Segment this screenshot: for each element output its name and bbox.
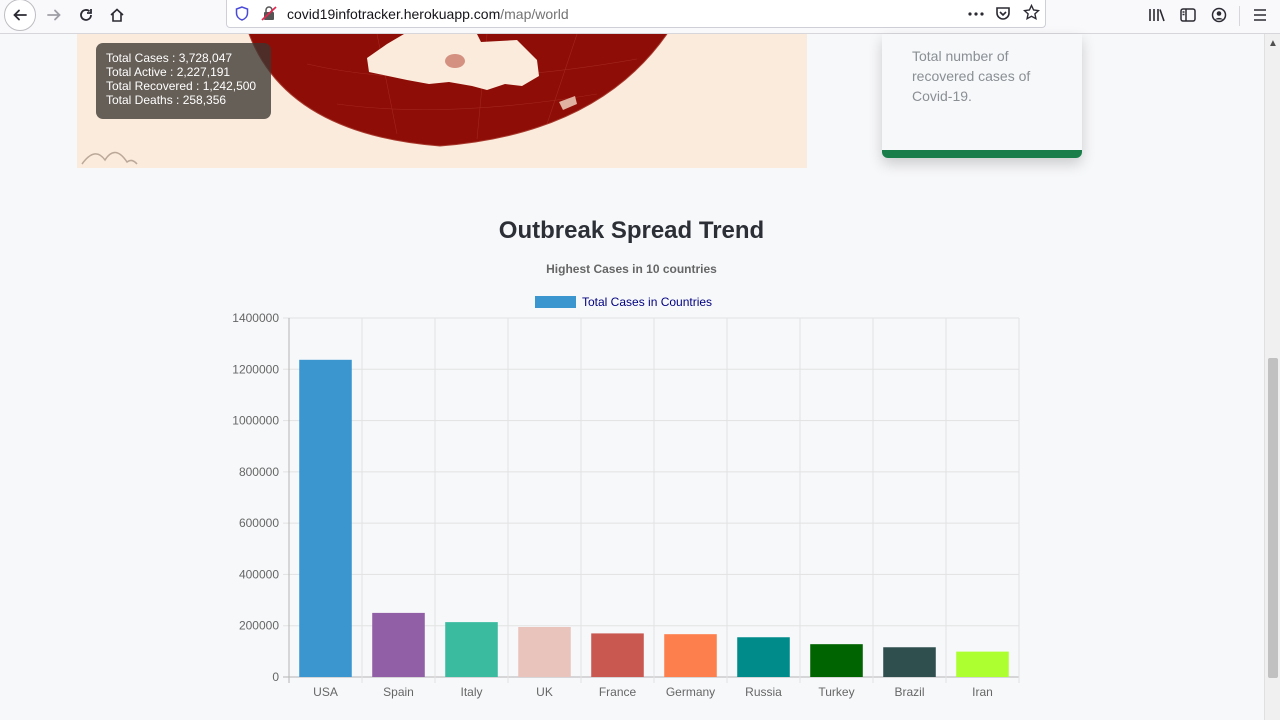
reload-button[interactable] [72,0,100,30]
bar-turkey[interactable] [810,644,863,677]
bar-russia[interactable] [737,637,790,677]
y-tick-label: 400000 [239,567,279,581]
bar-france[interactable] [591,633,644,677]
page-scrollbar[interactable]: ▲ [1264,34,1280,720]
bar-brazil[interactable] [883,647,936,677]
library-icon [1149,9,1165,22]
x-tick-label: Spain [383,685,414,699]
y-tick-label: 0 [272,670,279,684]
chart-title: Outbreak Spread Trend [498,217,765,244]
chart-legend[interactable]: Total Cases in Countries [535,294,712,310]
x-tick-label: Brazil [894,685,924,699]
globe-map[interactable] [77,34,807,168]
world-map-panel[interactable]: Total Cases : 3,728,047 Total Active : 2… [77,34,807,168]
y-tick-label: 1200000 [232,362,279,376]
y-tick-label: 600000 [239,516,279,530]
tooltip-total-active: Total Active : 2,227,191 [106,65,231,79]
home-button[interactable] [103,0,131,30]
arrow-right-icon [47,9,61,21]
bar-germany[interactable] [664,634,717,677]
insecure-lock-icon[interactable] [261,6,277,21]
reload-icon [80,9,92,21]
y-tick-label: 1400000 [232,311,279,325]
bar-spain[interactable] [372,612,425,677]
library-button[interactable] [1144,0,1170,30]
url-text[interactable]: covid19infotracker.herokuapp.com/map/wor… [287,6,569,22]
home-icon [110,8,124,22]
toolbar-divider [1239,6,1240,26]
url-path: /map/world [500,6,569,22]
y-tick-label: 200000 [239,619,279,633]
bar-italy[interactable] [445,622,498,677]
account-button[interactable] [1206,0,1232,30]
pocket-icon[interactable] [995,5,1011,21]
x-tick-label: USA [313,685,338,699]
map-tooltip: Total Cases : 3,728,047 Total Active : 2… [96,43,271,119]
x-tick-label: UK [536,685,553,699]
legend-swatch [535,296,576,308]
back-button[interactable] [4,0,36,31]
url-host: covid19infotracker.herokuapp.com [287,6,501,22]
account-icon [1211,7,1227,23]
card-description: Total number of recovered cases of Covid… [912,48,1031,104]
x-tick-label: Italy [460,685,482,699]
bar-iran[interactable] [956,651,1009,677]
address-bar[interactable]: covid19infotracker.herokuapp.com/map/wor… [226,0,1046,28]
hamburger-menu-icon [1254,9,1266,21]
tooltip-total-cases: Total Cases : 3,728,047 [106,51,233,65]
arrow-left-icon [13,9,27,21]
bookmark-star-icon[interactable] [1023,4,1040,21]
x-tick-label: Iran [972,685,993,699]
x-tick-label: France [599,685,637,699]
y-tick-label: 1000000 [232,414,279,428]
y-tick-label: 800000 [239,465,279,479]
sidebar-button[interactable] [1175,0,1201,30]
menu-button[interactable] [1247,0,1273,30]
x-tick-label: Germany [666,685,715,699]
card-accent-bar [882,150,1082,158]
chart-subtitle: Highest Cases in 10 countries [546,262,717,276]
scroll-thumb[interactable] [1268,358,1278,678]
sidebar-icon [1180,8,1196,22]
shield-icon[interactable] [235,6,249,21]
browser-toolbar: covid19infotracker.herokuapp.com/map/wor… [0,0,1280,34]
tooltip-total-deaths: Total Deaths : 258,356 [106,93,227,107]
bar-uk[interactable] [518,626,571,677]
more-actions-icon[interactable] [967,7,985,21]
recovered-info-card: Total number of recovered cases of Covid… [882,34,1082,158]
forward-button[interactable] [40,0,68,30]
x-tick-label: Turkey [818,685,854,699]
legend-label: Total Cases in Countries [582,295,713,309]
x-tick-label: Russia [745,685,782,699]
bar-usa[interactable] [299,359,352,677]
bar-chart[interactable]: 0 200000 400000 600000 800000 1000000 1200000 1… [200,308,1040,708]
scroll-up-arrow-icon[interactable]: ▲ [1268,38,1278,49]
tooltip-total-recovered: Total Recovered : 1,242,500 [106,79,257,93]
